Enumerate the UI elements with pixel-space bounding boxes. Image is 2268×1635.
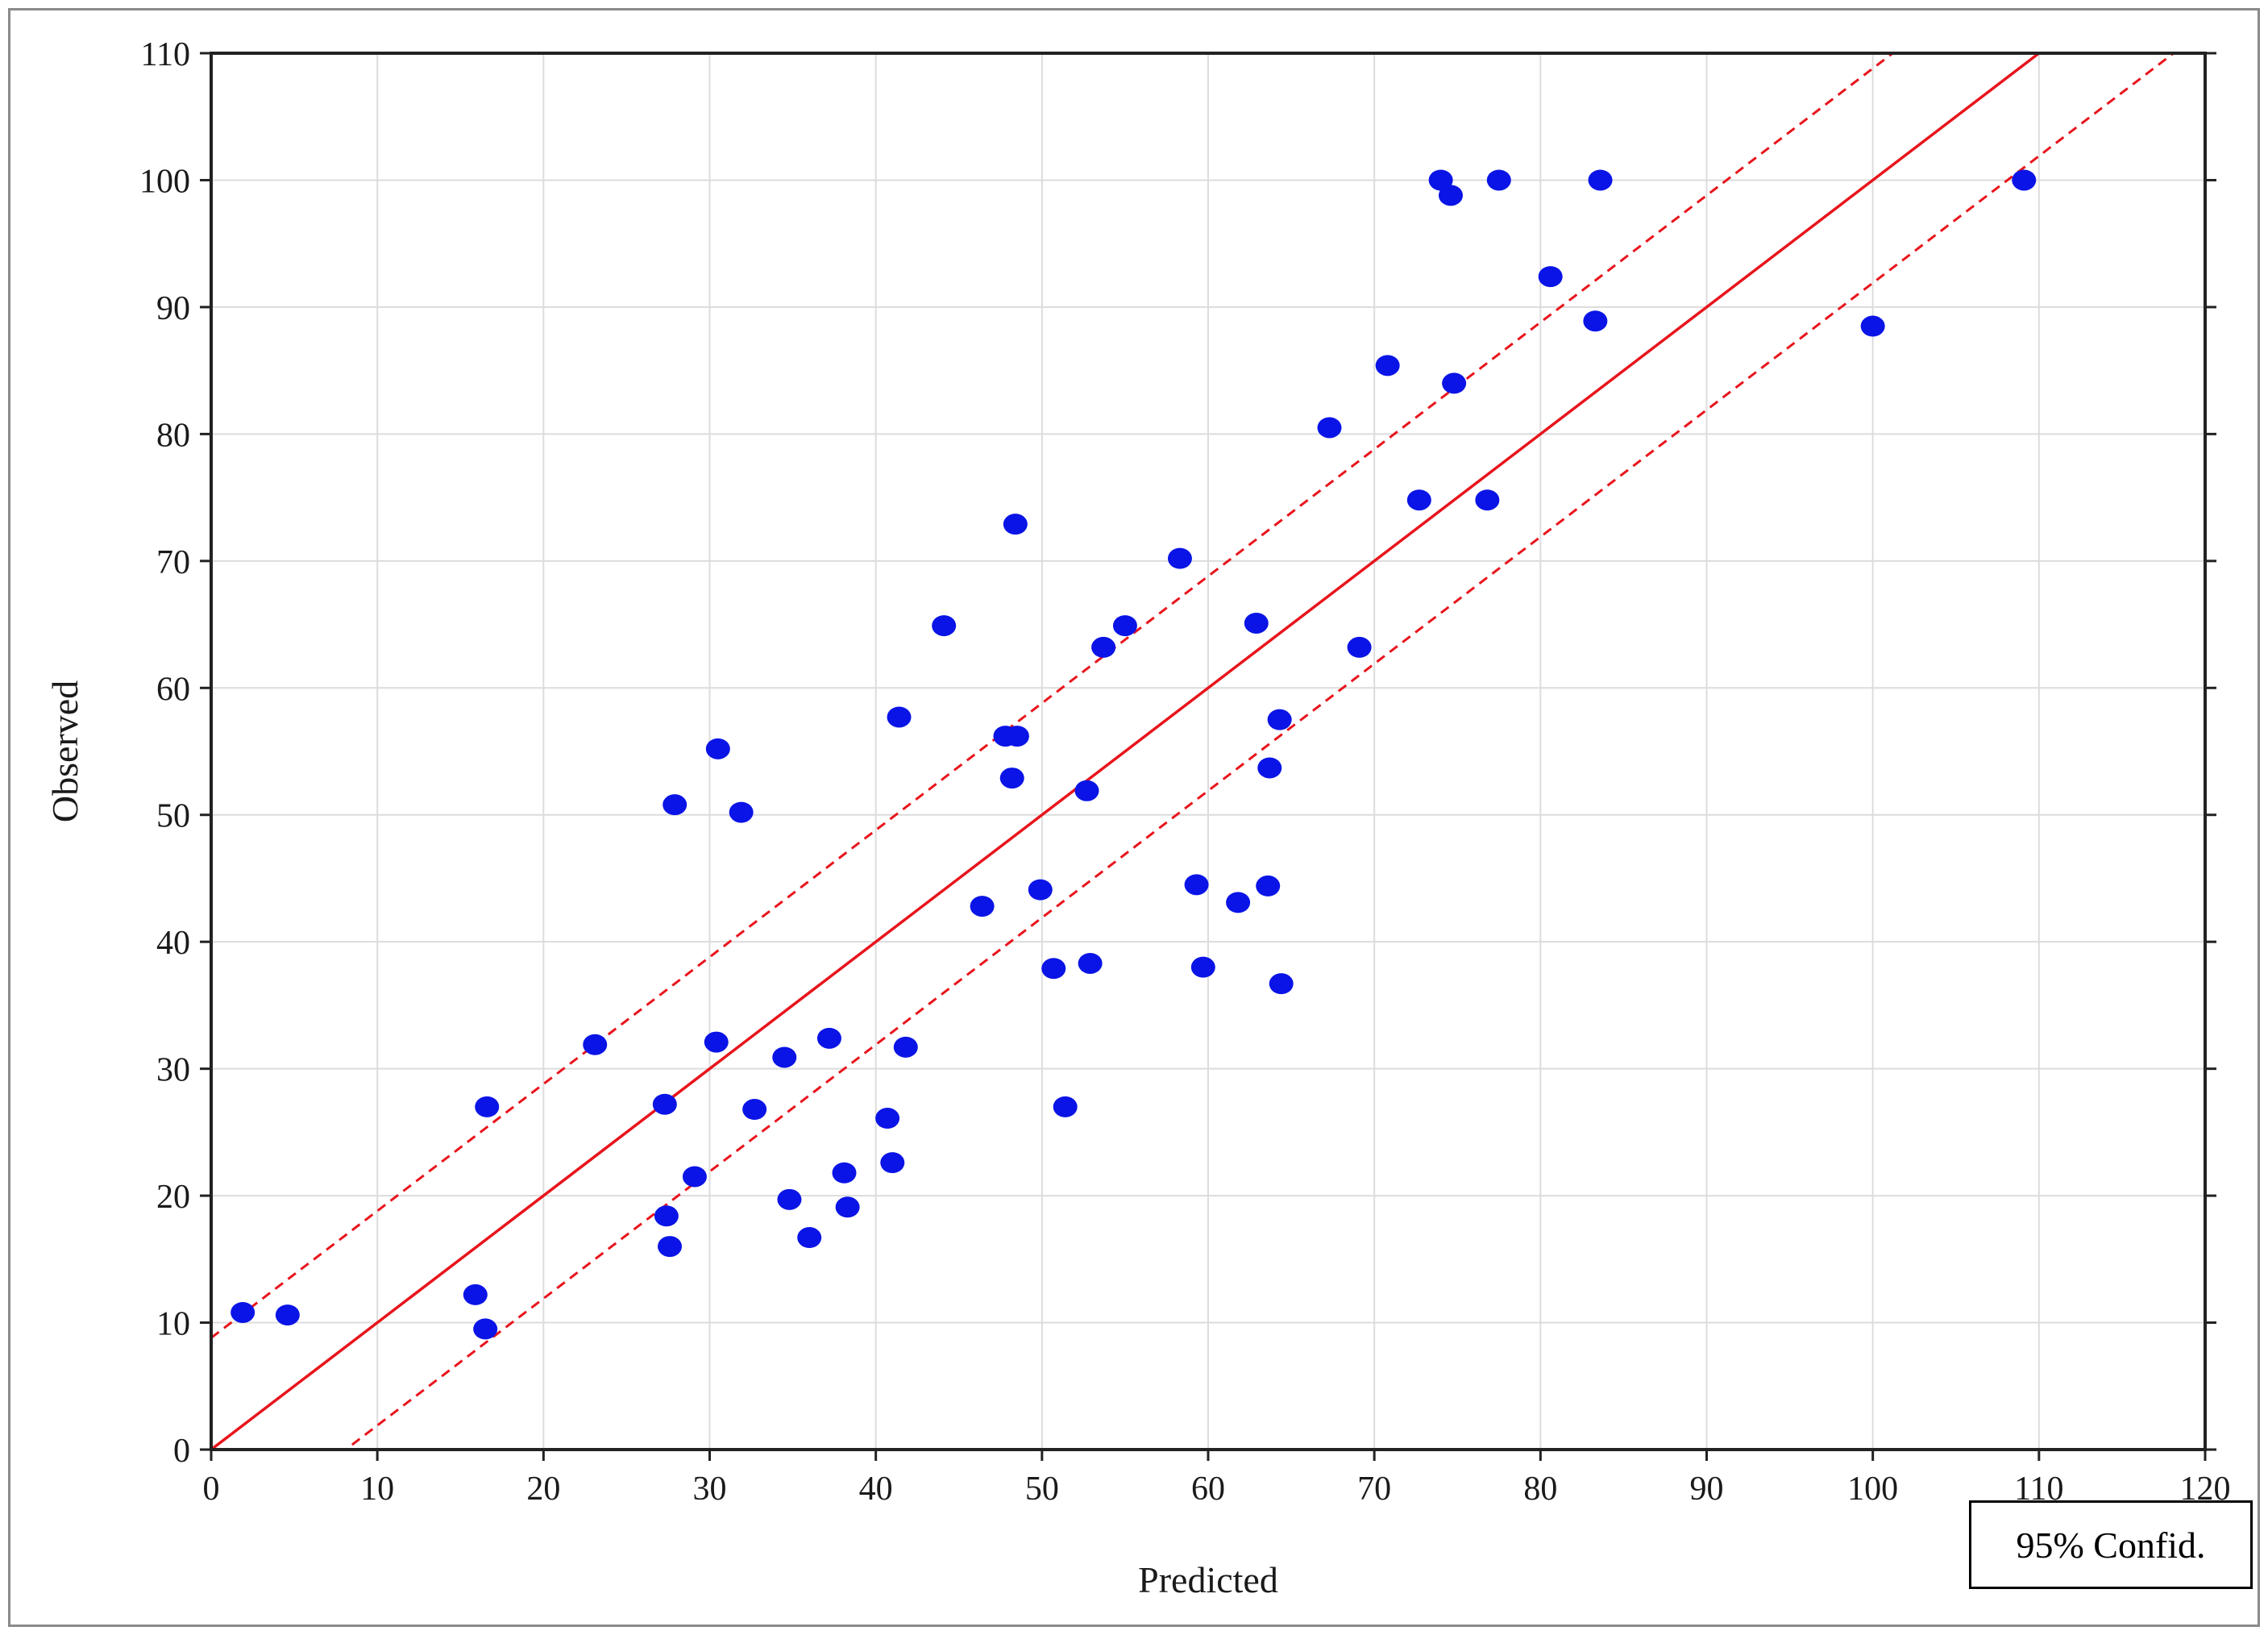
data-point <box>231 1301 255 1323</box>
data-point <box>583 1034 608 1055</box>
data-point <box>1028 879 1053 901</box>
y-tick-label: 60 <box>156 671 190 708</box>
data-point <box>1269 973 1294 995</box>
legend: 95% Confid. <box>1969 1500 2253 1589</box>
x-tick-label: 30 <box>693 1471 727 1508</box>
axis-ticks: 0 10 20 30 40 50 60 70 80 90 100 110 120010203040506… <box>139 36 2231 1508</box>
data-point <box>1267 709 1292 730</box>
data-point <box>832 1162 857 1184</box>
data-point <box>1486 169 1511 191</box>
data-point <box>1003 514 1028 535</box>
x-tick-label: 60 <box>1191 1471 1225 1508</box>
x-tick-label: 80 <box>1523 1471 1557 1508</box>
x-tick-label: 20 <box>526 1471 560 1508</box>
data-point <box>1004 726 1029 747</box>
data-point <box>1406 489 1431 511</box>
data-point <box>887 706 912 728</box>
y-tick-label: 80 <box>156 417 190 454</box>
data-point <box>2012 169 2037 191</box>
x-tick-label: 90 <box>1690 1471 1724 1508</box>
data-point <box>704 1031 729 1053</box>
data-point <box>1442 372 1467 394</box>
data-point <box>1112 615 1137 637</box>
data-point <box>475 1096 500 1117</box>
data-point <box>1317 417 1342 439</box>
data-point <box>835 1196 860 1218</box>
y-tick-label: 110 <box>141 36 190 73</box>
data-point <box>797 1227 822 1249</box>
data-point <box>1226 892 1251 913</box>
x-tick-label: 0 <box>203 1471 220 1508</box>
fit-lines <box>211 53 2176 1450</box>
data-point <box>1256 875 1281 897</box>
x-tick-label: 50 <box>1025 1471 1059 1508</box>
data-point <box>999 768 1024 789</box>
y-tick-label: 70 <box>156 544 190 581</box>
data-point <box>1244 612 1269 634</box>
data-point <box>1074 780 1099 801</box>
data-point <box>772 1046 797 1068</box>
data-point <box>932 615 957 637</box>
regression-line <box>211 53 2042 1450</box>
chart-frame <box>8 8 2260 1627</box>
data-point <box>705 738 730 759</box>
data-points <box>231 169 2037 1340</box>
grid <box>211 53 2205 1450</box>
data-point <box>880 1152 905 1174</box>
y-tick-label: 50 <box>156 798 190 835</box>
data-point <box>1257 757 1282 779</box>
data-point <box>1538 266 1563 288</box>
x-tick-label: 10 <box>360 1471 394 1508</box>
data-point <box>1428 169 1453 191</box>
data-point <box>893 1036 918 1058</box>
y-tick-label: 100 <box>139 163 190 200</box>
data-point <box>1078 952 1103 974</box>
data-point <box>1860 315 1885 337</box>
y-tick-label: 30 <box>156 1052 190 1089</box>
data-point <box>1347 636 1372 658</box>
data-point <box>729 801 754 823</box>
y-tick-label: 90 <box>156 290 190 327</box>
data-point <box>1439 185 1464 206</box>
data-point <box>970 896 995 917</box>
legend-label: 95% Confid. <box>2016 1524 2206 1566</box>
data-point <box>742 1099 767 1121</box>
y-tick-label: 0 <box>173 1433 190 1470</box>
data-point <box>1091 636 1116 658</box>
data-point <box>777 1188 802 1210</box>
data-point <box>1053 1096 1078 1117</box>
data-point <box>275 1304 300 1326</box>
data-point <box>1041 958 1066 980</box>
data-point <box>654 1205 679 1227</box>
data-point <box>663 794 687 816</box>
y-axis-title: Observed <box>44 680 85 822</box>
x-tick-label: 100 <box>1847 1471 1898 1508</box>
data-point <box>658 1236 683 1258</box>
x-tick-label: 40 <box>859 1471 893 1508</box>
x-tick-label: 70 <box>1357 1471 1391 1508</box>
data-point <box>816 1027 841 1049</box>
data-point <box>1184 874 1209 896</box>
y-tick-label: 20 <box>156 1179 190 1216</box>
data-point <box>1475 489 1500 511</box>
data-point <box>1583 310 1608 332</box>
data-point <box>1167 547 1192 569</box>
data-point <box>1588 169 1613 191</box>
data-point <box>1190 956 1215 978</box>
x-axis-title: Predicted <box>1138 1559 1278 1600</box>
data-point <box>463 1283 488 1305</box>
y-tick-label: 40 <box>156 925 190 962</box>
data-point <box>1375 355 1400 377</box>
data-point <box>652 1093 677 1115</box>
data-point <box>682 1166 707 1188</box>
y-tick-label: 10 <box>156 1306 190 1343</box>
data-point <box>473 1318 498 1340</box>
data-point <box>875 1108 900 1130</box>
